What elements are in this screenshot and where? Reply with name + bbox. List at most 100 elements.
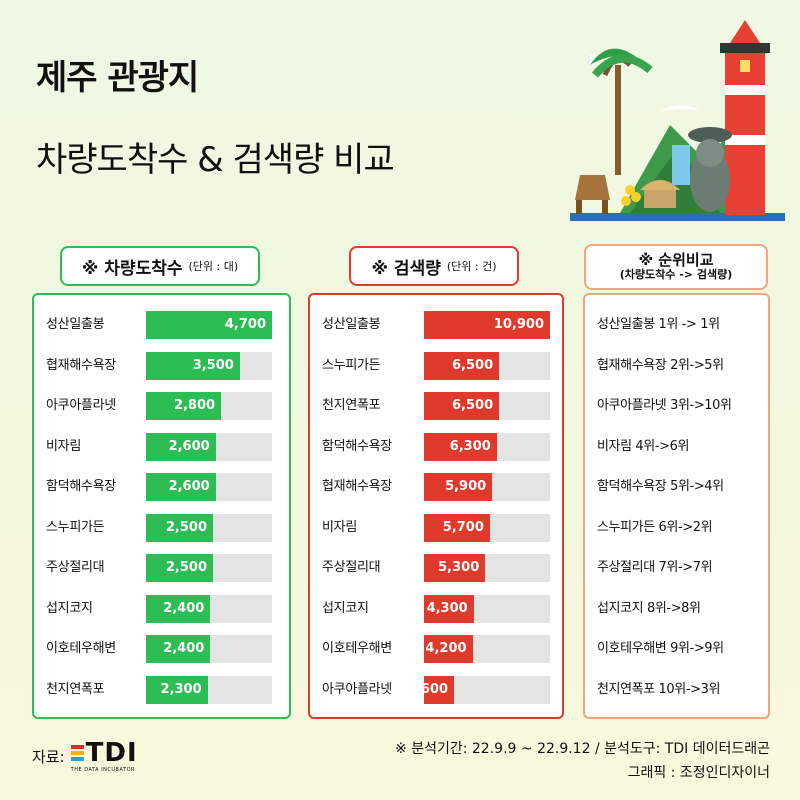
- title-line-2: 차량도착수 & 검색량 비교: [36, 140, 395, 180]
- bar-value-label: 4,300: [426, 600, 468, 616]
- bar-label: 이호테우해변: [322, 641, 392, 656]
- logo-bar-blue: [70, 757, 84, 761]
- logo-bar-red: [70, 745, 84, 749]
- bar-track: 10,900: [424, 311, 550, 339]
- bar: 2,600: [146, 473, 216, 501]
- bar-track: 6,300: [424, 432, 550, 461]
- bar-label: 함덕해수욕장: [46, 479, 116, 494]
- bar-value-label: 2,600: [168, 479, 210, 494]
- logo-bar-yellow: [70, 751, 84, 755]
- bar-label: 섭지코지: [46, 600, 93, 616]
- tdi-logo: TDI THE DATA INCUBATOR: [70, 738, 138, 773]
- bar-value-label: 2,400: [163, 641, 205, 656]
- bar-value-label: 4,200: [425, 641, 467, 656]
- bar-value-label: 6,500: [452, 398, 494, 413]
- bar-track: 2,600: [146, 473, 272, 501]
- bar-label: 스누피가든: [46, 519, 105, 535]
- tdi-logo-bars-icon: [70, 744, 84, 762]
- bar-value-label: 2,400: [163, 600, 205, 616]
- rank-compare-item: 섭지코지 8위->8위: [597, 600, 701, 616]
- rank-compare-item: 천지연폭포 10위->3위: [597, 681, 721, 697]
- bar-label: 스누피가든: [322, 357, 381, 373]
- bar: 5,900: [424, 473, 493, 501]
- bar-track: 6,500: [424, 351, 550, 380]
- rank-compare-item: 이호테우해변 9위->9위: [597, 641, 724, 656]
- bar-value-label: 2,500: [165, 519, 208, 535]
- rank-compare-item: 주상절리대 7위->7위: [597, 560, 713, 575]
- bar-value-label: 6,500: [452, 357, 494, 373]
- bar-label: 협재해수욕장: [46, 357, 116, 373]
- bar-track: 5,700: [424, 513, 550, 542]
- analysis-period: ※ 분석기간: 22.9.9 ~ 22.9.12 / 분석도구: TDI 데이터…: [395, 741, 770, 757]
- bar-track: 2,500: [146, 554, 272, 582]
- bar-value-label: 2,800: [173, 398, 216, 413]
- rank-compare-item: 성산일출봉 1위 -> 1위: [597, 317, 720, 332]
- logo-subtitle: THE DATA INCUBATOR: [70, 767, 135, 773]
- bar: 2,500: [146, 554, 214, 582]
- bar: 6,500: [424, 351, 500, 380]
- search-unit: (단위 : 건): [446, 260, 497, 273]
- bar: 5,700: [424, 513, 490, 542]
- bar-label: 성산일출봉: [322, 317, 381, 332]
- bar-value-label: 5,300: [438, 560, 480, 575]
- bar: 2,400: [146, 635, 211, 663]
- logo-text: TDI: [85, 738, 138, 768]
- bar-label: 아쿠아플라넷: [46, 398, 116, 413]
- bar-track: 2,600: [407, 675, 550, 704]
- rank-compare-item: 아쿠아플라넷 3위->10위: [597, 398, 732, 413]
- bar: 2,500: [146, 513, 214, 542]
- bar: 6,300: [424, 432, 497, 461]
- bar-track: 2,600: [146, 432, 272, 461]
- bar-track: 2,400: [146, 594, 272, 623]
- rank-header: ※ 순위비교 (차량도착수 -> 검색량): [584, 244, 768, 290]
- bar-value-label: 10,900: [493, 317, 544, 332]
- bar-label: 주상절리대: [46, 560, 105, 575]
- vehicle-chart-panel: 성산일출봉 4,700 협재해수욕장 3,500 아쿠아플라넷 2,800 비자림 2,600…: [32, 293, 291, 719]
- bar-label: 섭지코지: [322, 600, 369, 616]
- bar-label: 천지연폭포: [46, 681, 105, 697]
- bar-label: 이호테우해변: [46, 641, 116, 656]
- bar-label: 주상절리대: [322, 560, 381, 575]
- title-line-1: 제주 관광지: [36, 58, 199, 98]
- bar: 2,600: [407, 675, 455, 704]
- bar: 5,300: [424, 554, 486, 582]
- source: 자료: TDI THE DATA INCUBATOR: [32, 740, 138, 773]
- rank-subtitle: (차량도착수 -> 검색량): [619, 268, 733, 282]
- bar-track: 4,200: [424, 635, 550, 663]
- graphic-credit: 그래픽 : 조정인디자이너: [627, 765, 770, 781]
- vehicle-header: ※ 차량도착수 (단위 : 대): [60, 246, 260, 286]
- bar: 4,300: [424, 594, 474, 623]
- bar: 4,700: [146, 311, 272, 339]
- bar-track: 2,500: [146, 513, 272, 542]
- bar-value-label: 2,600: [406, 681, 449, 697]
- bar-track: 2,400: [146, 635, 272, 663]
- vehicle-title: ※ 차량도착수: [81, 258, 183, 279]
- bar-track: 2,800: [146, 392, 272, 420]
- bar-track: 5,300: [424, 554, 550, 582]
- rank-compare-item: 비자림 4위->6위: [597, 438, 690, 454]
- bar: 3,500: [146, 351, 240, 380]
- bar-label: 비자림: [322, 519, 357, 535]
- bar: 2,300: [146, 675, 208, 704]
- rank-compare-item: 협재해수욕장 2위->5위: [597, 357, 724, 373]
- source-label: 자료:: [32, 748, 65, 766]
- jeju-illustration: [570, 20, 785, 221]
- bar-label: 함덕해수욕장: [322, 438, 392, 454]
- search-header: ※ 검색량 (단위 : 건): [349, 246, 519, 286]
- bar: 6,500: [424, 392, 500, 420]
- bar-track: 4,700: [146, 311, 272, 339]
- bar: 2,600: [146, 432, 216, 461]
- bar-value-label: 5,900: [445, 479, 487, 494]
- bar: 10,900: [424, 311, 550, 339]
- rank-title: ※ 순위비교: [638, 251, 714, 270]
- bar: 4,200: [424, 635, 473, 663]
- bar: 2,800: [146, 392, 222, 420]
- bar-track: 3,500: [146, 351, 272, 380]
- bar-track: 6,500: [424, 392, 550, 420]
- bar-value-label: 2,300: [160, 681, 202, 697]
- bar-value-label: 2,600: [168, 438, 210, 454]
- search-title: ※ 검색량: [371, 258, 441, 279]
- search-chart-panel: 성산일출봉 10,900 스누피가든 6,500 천지연폭포 6,500 함덕해수욕장 6,3…: [308, 293, 564, 719]
- vehicle-unit: (단위 : 대): [188, 260, 239, 273]
